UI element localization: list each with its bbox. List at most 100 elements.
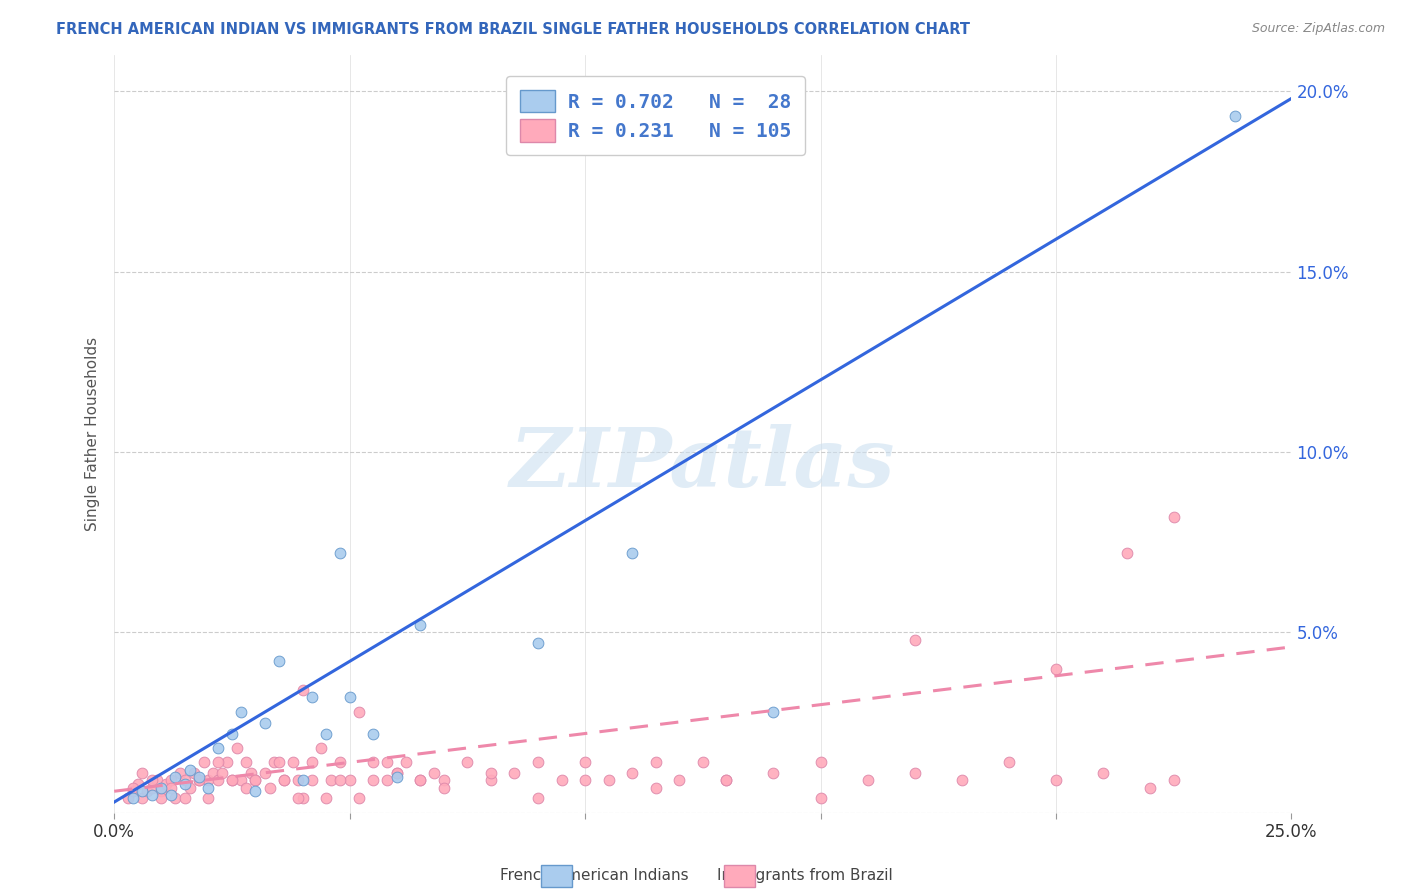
Point	[347, 705, 370, 719]
Point	[141, 788, 163, 802]
Point	[319, 773, 342, 788]
Point	[225, 741, 247, 756]
Text: Source: ZipAtlas.com: Source: ZipAtlas.com	[1251, 22, 1385, 36]
Point	[217, 756, 239, 770]
Point	[122, 784, 145, 798]
Point	[375, 756, 398, 770]
Point	[574, 773, 596, 788]
Point	[150, 780, 173, 795]
Point	[503, 766, 526, 780]
Point	[527, 636, 550, 650]
Point	[1115, 546, 1137, 560]
Point	[598, 773, 620, 788]
Point	[904, 766, 927, 780]
Point	[301, 756, 323, 770]
Point	[211, 766, 233, 780]
Point	[245, 773, 267, 788]
Point	[245, 784, 267, 798]
Point	[423, 766, 446, 780]
Point	[479, 766, 502, 780]
Point	[716, 773, 738, 788]
Point	[173, 777, 195, 791]
Point	[287, 791, 309, 805]
Point	[159, 773, 181, 788]
Point	[122, 791, 145, 805]
Point	[122, 780, 145, 795]
Point	[221, 726, 243, 740]
Point	[339, 773, 361, 788]
Point	[197, 780, 219, 795]
Point	[165, 770, 187, 784]
Point	[361, 756, 384, 770]
Point	[574, 756, 596, 770]
Point	[291, 683, 314, 698]
Point	[173, 773, 195, 788]
Point	[550, 773, 572, 788]
Legend: R = 0.702   N =  28, R = 0.231   N = 105: R = 0.702 N = 28, R = 0.231 N = 105	[506, 76, 806, 155]
Point	[207, 756, 229, 770]
Point	[131, 791, 153, 805]
Point	[856, 773, 879, 788]
Y-axis label: Single Father Households: Single Father Households	[86, 337, 100, 531]
Point	[188, 770, 211, 784]
Point	[127, 777, 149, 791]
Point	[141, 780, 163, 795]
Text: Immigrants from Brazil: Immigrants from Brazil	[717, 869, 893, 883]
Point	[1223, 110, 1246, 124]
Point	[301, 690, 323, 705]
Point	[253, 766, 276, 780]
Point	[183, 766, 205, 780]
Point	[1163, 773, 1185, 788]
Point	[810, 791, 832, 805]
Point	[347, 791, 370, 805]
Point	[904, 632, 927, 647]
Point	[273, 773, 295, 788]
Point	[159, 780, 181, 795]
Point	[433, 780, 456, 795]
Point	[207, 773, 229, 788]
Point	[456, 756, 478, 770]
Point	[621, 766, 644, 780]
Point	[644, 780, 666, 795]
Point	[1045, 662, 1067, 676]
Point	[239, 766, 262, 780]
Point	[385, 770, 408, 784]
Point	[253, 715, 276, 730]
Point	[692, 756, 714, 770]
Point	[145, 773, 167, 788]
Point	[315, 791, 337, 805]
Point	[197, 791, 219, 805]
Point	[197, 773, 219, 788]
Point	[644, 756, 666, 770]
Point	[259, 780, 281, 795]
Point	[245, 773, 267, 788]
Point	[361, 773, 384, 788]
Point	[169, 766, 191, 780]
Point	[311, 741, 333, 756]
Point	[221, 773, 243, 788]
Point	[479, 773, 502, 788]
Point	[179, 763, 201, 777]
Point	[527, 791, 550, 805]
Point	[716, 773, 738, 788]
Point	[301, 773, 323, 788]
Text: French American Indians: French American Indians	[501, 869, 689, 883]
Point	[287, 773, 309, 788]
Point	[329, 546, 352, 560]
Point	[267, 756, 290, 770]
Text: ZIPatlas: ZIPatlas	[510, 425, 896, 504]
Point	[409, 773, 432, 788]
Point	[207, 741, 229, 756]
Point	[621, 546, 644, 560]
Point	[329, 773, 352, 788]
Point	[291, 773, 314, 788]
Point	[291, 791, 314, 805]
Point	[998, 756, 1021, 770]
Point	[762, 705, 785, 719]
Point	[527, 756, 550, 770]
Point	[131, 784, 153, 798]
Point	[409, 773, 432, 788]
Point	[950, 773, 973, 788]
Point	[329, 756, 352, 770]
Point	[155, 777, 177, 791]
